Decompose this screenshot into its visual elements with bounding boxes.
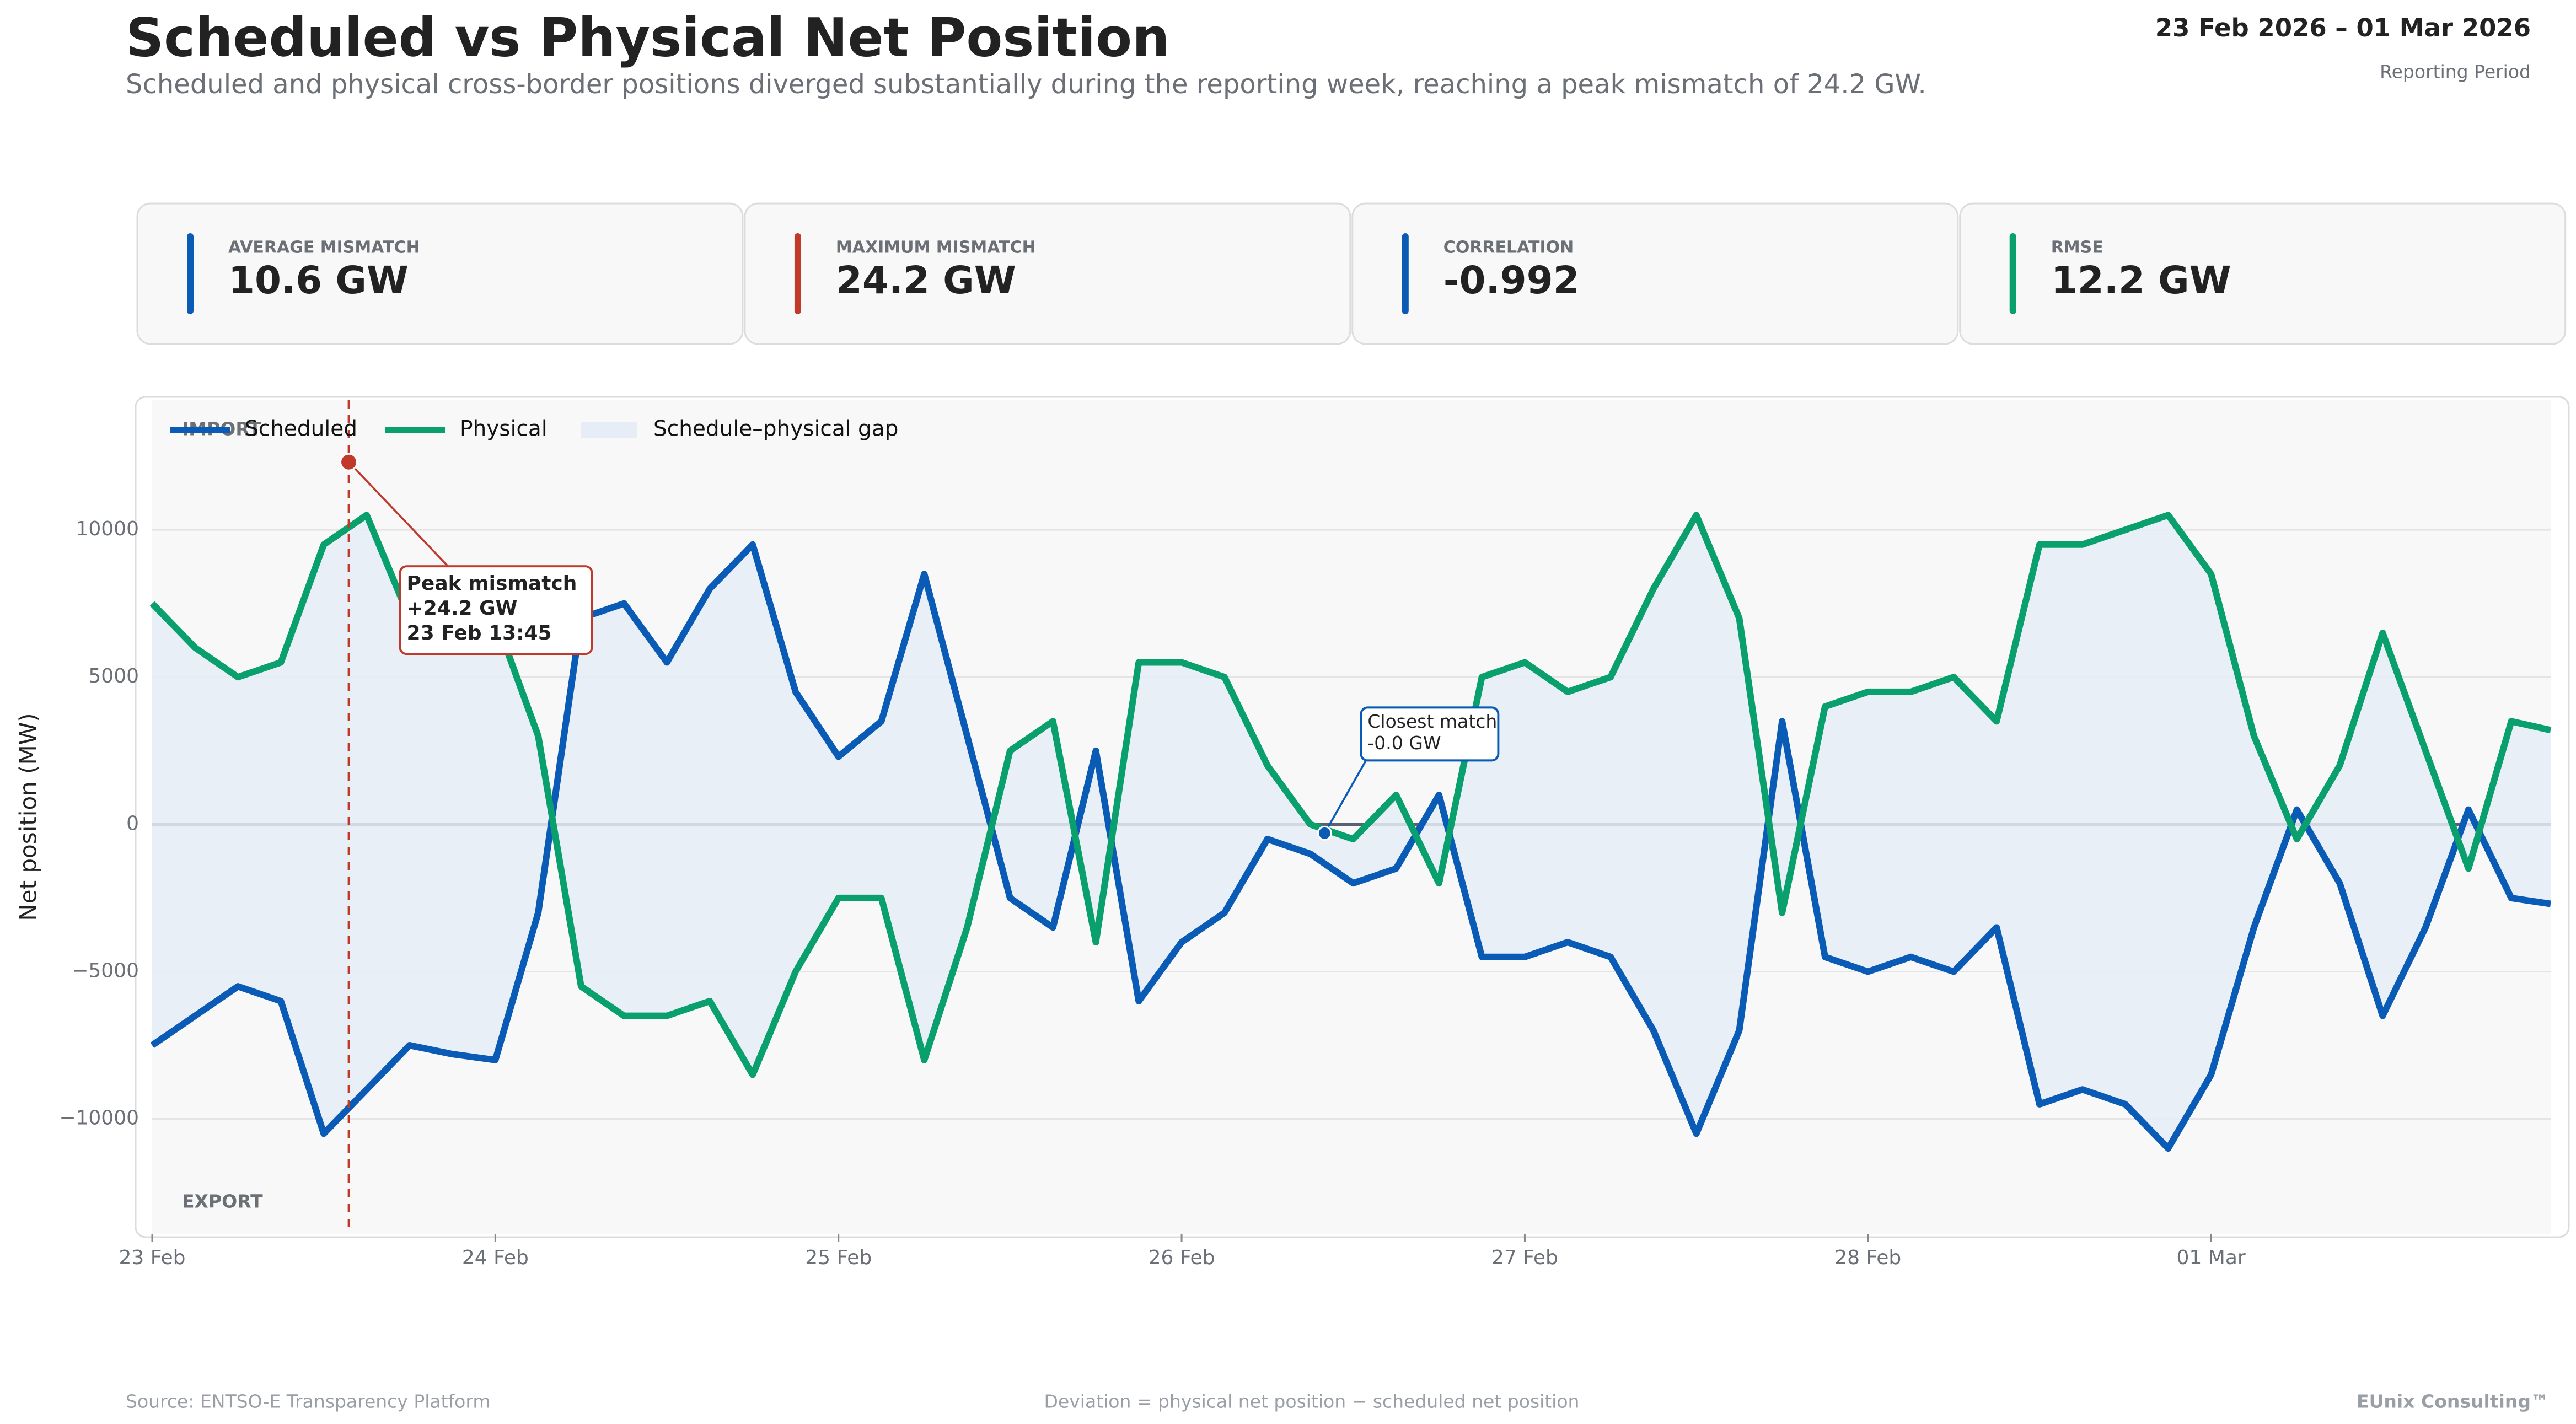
kpi-value: 10.6 GW bbox=[228, 259, 409, 303]
kpi-cards: AVERAGE MISMATCH 10.6 GW MAXIMUM MISMATCH 2… bbox=[136, 202, 2567, 345]
kpi-value: 24.2 GW bbox=[836, 259, 1016, 303]
plot: −10000 −5000 0 5000 10000 23 Feb 24 Feb 25 Feb 2… bbox=[59, 400, 2552, 1269]
kpi-value: -0.992 bbox=[1443, 259, 1580, 303]
period-label: Reporting Period bbox=[2380, 61, 2531, 83]
kpi-value: 12.2 GW bbox=[2051, 259, 2231, 303]
footer-source: Source: ENTSO-E Transparency Platform bbox=[126, 1391, 491, 1412]
kpi-accent bbox=[187, 233, 194, 314]
kpi-accent bbox=[794, 233, 801, 314]
annotation-point bbox=[340, 453, 358, 471]
y-tick-label: 5000 bbox=[88, 665, 139, 687]
annotation-box bbox=[399, 565, 593, 655]
annotation-box bbox=[1360, 706, 1500, 762]
x-tick-label: 27 Feb bbox=[1491, 1246, 1558, 1269]
kpi-label: CORRELATION bbox=[1443, 238, 1574, 257]
kpi-card bbox=[1959, 202, 2567, 345]
kpi-accent bbox=[1402, 233, 1409, 314]
legend-swatch bbox=[581, 422, 637, 438]
annotation-text: Peak mismatch bbox=[407, 572, 577, 595]
kpi-card bbox=[1351, 202, 1959, 345]
y-tick-label: −10000 bbox=[59, 1107, 139, 1130]
annotation-arrow bbox=[1323, 760, 1367, 834]
annotation-text: -0.0 GW bbox=[1367, 732, 1441, 754]
annotation-text: Closest match bbox=[1367, 711, 1497, 732]
page-title: Scheduled vs Physical Net Position bbox=[126, 7, 1169, 68]
kpi-label: MAXIMUM MISMATCH bbox=[836, 238, 1036, 257]
legend-label: Physical bbox=[460, 417, 548, 442]
kpi-label: RMSE bbox=[2051, 238, 2103, 257]
gap-area bbox=[152, 515, 2551, 1149]
x-tick-label: 26 Feb bbox=[1149, 1246, 1215, 1269]
y-tick-label: 10000 bbox=[76, 518, 139, 540]
kpi-card bbox=[744, 202, 1351, 345]
legend-label: Scheduled bbox=[245, 417, 357, 442]
kpi-card bbox=[136, 202, 744, 345]
kpi-label: AVERAGE MISMATCH bbox=[228, 238, 420, 257]
footer-brand: EUnix Consulting™ bbox=[2357, 1391, 2549, 1412]
page-subtitle: Scheduled and physical cross-border posi… bbox=[126, 69, 1926, 100]
period: 23 Feb 2026 – 01 Mar 2026 bbox=[2155, 13, 2531, 42]
x-tick-label: 25 Feb bbox=[805, 1246, 872, 1269]
annotation-text: 23 Feb 13:45 bbox=[407, 622, 552, 644]
x-tick-label: 24 Feb bbox=[462, 1246, 529, 1269]
annotation-arrow bbox=[348, 461, 449, 567]
x-tick-label: 23 Feb bbox=[119, 1246, 186, 1269]
legend-label: Schedule–physical gap bbox=[653, 417, 898, 442]
y-axis-label: Net position (MW) bbox=[15, 713, 42, 921]
x-tick-label: 01 Mar bbox=[2177, 1246, 2246, 1269]
x-tick-label: 28 Feb bbox=[1834, 1246, 1901, 1269]
annotation-text: +24.2 GW bbox=[407, 597, 518, 620]
annotation-point bbox=[1317, 825, 1332, 841]
y-tick-label: 0 bbox=[126, 812, 139, 835]
kpi-accent bbox=[2009, 233, 2016, 314]
y-tick-label: −5000 bbox=[72, 959, 139, 982]
export-label: EXPORT bbox=[182, 1191, 263, 1212]
footer-note: Deviation = physical net position − sche… bbox=[1044, 1391, 1580, 1412]
series-line bbox=[149, 512, 2552, 1078]
